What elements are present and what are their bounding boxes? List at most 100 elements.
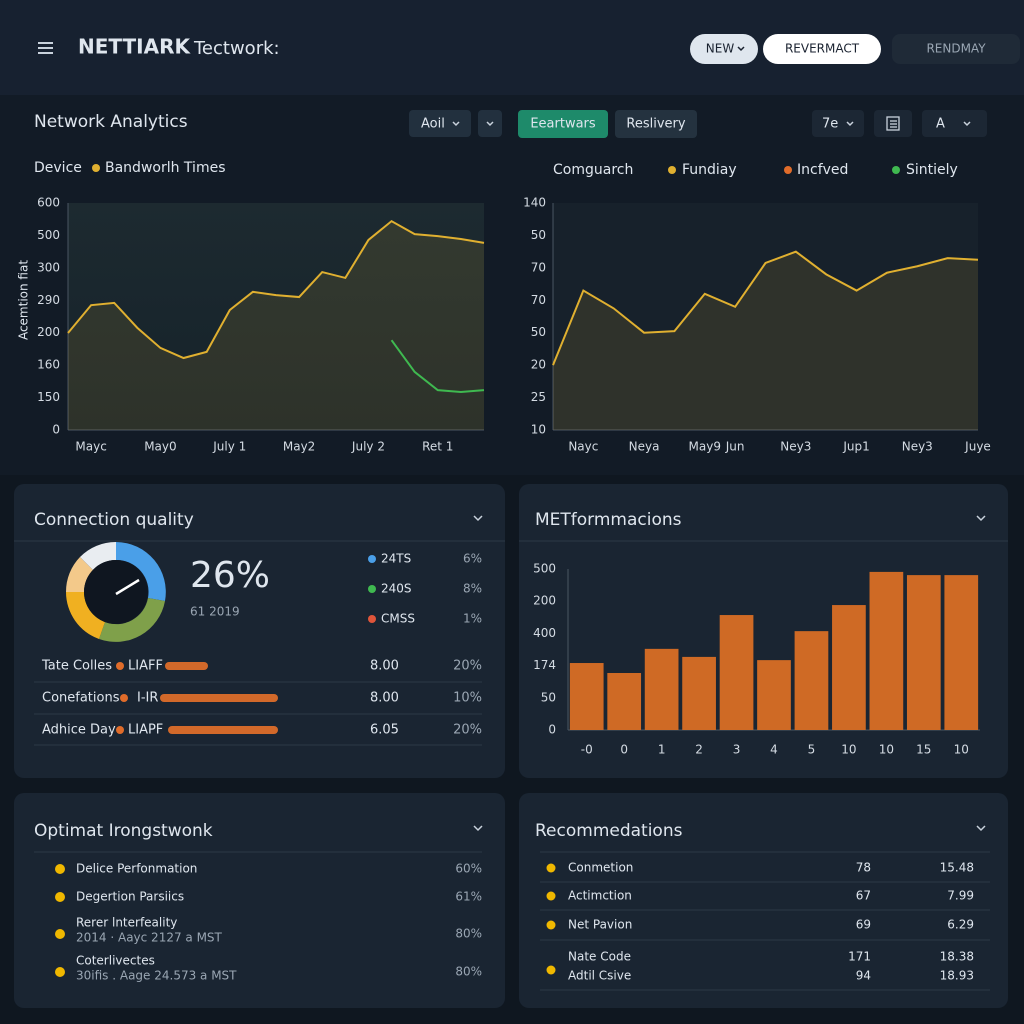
x-tick-label: 10 <box>879 743 894 757</box>
row-count: 69 <box>856 918 871 932</box>
legend-value: 8% <box>463 582 482 596</box>
collapse[interactable] <box>473 825 483 832</box>
x-tick-label: 3 <box>733 743 741 757</box>
chevron <box>452 121 460 127</box>
row-bar <box>168 726 278 734</box>
line-area <box>68 221 484 430</box>
row-dot <box>116 726 124 734</box>
legend-label: 24TS <box>381 552 411 566</box>
row-bar <box>165 662 208 670</box>
collapse[interactable] <box>473 515 483 522</box>
chevron <box>737 46 745 52</box>
row-share: 20% <box>453 659 482 674</box>
dropdown[interactable] <box>922 110 987 137</box>
dropdown[interactable] <box>478 110 502 137</box>
legend-dot <box>368 585 376 593</box>
bar <box>869 571 904 730</box>
row-count: 67 <box>856 889 871 903</box>
y-tick-label: 10 <box>531 423 546 437</box>
y-tick-label: 70 <box>531 293 546 307</box>
rendmay-button[interactable] <box>892 34 1020 64</box>
bar <box>944 575 979 730</box>
tab-active[interactable] <box>518 110 608 138</box>
row-score: 18.93 <box>940 969 974 983</box>
tab[interactable] <box>615 110 697 138</box>
x-tick-label: Neya <box>629 440 660 454</box>
dropdown-label: A <box>936 117 945 132</box>
bar <box>719 615 754 730</box>
row-dot <box>546 891 556 901</box>
legend-label: Bandworlh Times <box>105 160 225 176</box>
new-button[interactable] <box>690 34 758 64</box>
y-tick-label: 200 <box>533 594 556 608</box>
section-title: Network Analytics <box>34 112 188 132</box>
row-name: Adhice Day <box>42 723 116 738</box>
row-name: Actimction <box>568 889 632 903</box>
brand: NETTIARK <box>78 35 191 59</box>
legend-label: Sintiely <box>906 162 958 178</box>
brand-suffix: Tectwork: <box>193 38 280 59</box>
row-value: 80% <box>455 965 482 979</box>
row-count: 171 <box>848 950 871 964</box>
x-tick-label: July 2 <box>351 440 385 454</box>
row-name: Tate Colles <box>41 659 112 674</box>
card <box>519 793 1008 1008</box>
row-name: Degertion Parsiics <box>76 890 184 904</box>
bar <box>607 673 642 730</box>
collapse[interactable] <box>976 825 986 832</box>
x-tick-label: Jup1 <box>842 440 869 454</box>
row-name: Rerer lnterfeality <box>76 916 177 930</box>
dropdown-label: 7e <box>822 117 838 132</box>
row-dot <box>55 892 65 902</box>
bar <box>906 575 941 730</box>
row-dot <box>546 920 556 930</box>
row-name: Coterlivectes <box>76 954 155 968</box>
dropdown[interactable] <box>409 110 471 137</box>
x-tick-label: 10 <box>841 743 856 757</box>
dropdown[interactable] <box>812 110 864 137</box>
legend-dot <box>784 166 792 174</box>
x-tick-label: 0 <box>620 743 628 757</box>
bar <box>569 663 604 730</box>
y-tick-label: 50 <box>531 228 546 242</box>
bar <box>682 656 716 730</box>
y-tick-label: 25 <box>531 390 546 404</box>
tab-label: Reslivery <box>626 117 685 132</box>
y-axis-label: Acemtion fiat <box>17 260 31 340</box>
card-title: METformmacions <box>535 510 682 530</box>
legend-dot <box>92 164 100 172</box>
x-tick-label: Nayc <box>568 440 598 454</box>
x-tick-label: 5 <box>808 743 816 757</box>
revermact-button[interactable] <box>763 34 881 64</box>
menu-icon[interactable] <box>38 42 53 54</box>
x-tick-label: 10 <box>954 743 969 757</box>
row-name: Nate Code <box>568 950 631 964</box>
row-dot <box>55 929 65 939</box>
row-name: Net Pavion <box>568 918 632 932</box>
y-tick-label: 50 <box>531 325 546 339</box>
row-value: 60% <box>455 862 482 876</box>
row-name: Delice Perfonmation <box>76 862 197 876</box>
bar <box>644 648 679 730</box>
card <box>14 793 505 1008</box>
line <box>67 219 485 360</box>
row-score: 6.29 <box>947 918 974 932</box>
quality-value: 26% <box>190 555 270 596</box>
row-value: 8.00 <box>370 659 399 674</box>
y-tick-label: 200 <box>37 325 60 339</box>
legend-label: Incfved <box>797 162 848 178</box>
line <box>390 339 485 394</box>
row-name: Adtil Csive <box>568 969 631 983</box>
legend-dot <box>892 166 900 174</box>
y-tick-label: 160 <box>37 358 60 372</box>
row-score: 18.38 <box>940 950 974 964</box>
collapse[interactable] <box>976 515 986 522</box>
x-tick-label: Ret 1 <box>422 440 453 454</box>
bar <box>757 660 791 730</box>
row-value: 80% <box>455 927 482 941</box>
legend-title: Comguarch <box>553 162 633 178</box>
y-tick-label: 290 <box>37 293 60 307</box>
y-tick-label: 0 <box>52 423 60 437</box>
x-tick-label: Ney3 <box>780 440 811 454</box>
row-value: 8.00 <box>370 691 399 706</box>
